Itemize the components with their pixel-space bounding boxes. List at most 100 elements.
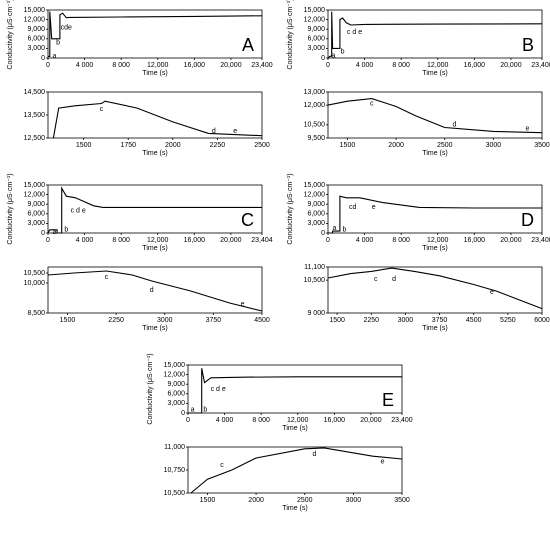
plot-frame	[327, 266, 543, 314]
x-axis-label: Time (s)	[422, 245, 447, 252]
y-tick-label: 12,000	[164, 371, 186, 378]
y-tick-label: 12,000	[304, 16, 326, 23]
annotation: a	[332, 53, 336, 60]
x-tick-label: 5250	[500, 317, 516, 324]
y-tick-label: 9,500	[307, 135, 325, 142]
annotation: c	[100, 106, 104, 113]
plot-frame	[47, 266, 263, 314]
plot-frame	[47, 9, 263, 59]
x-tick-label: 4 000	[76, 237, 94, 244]
y-tick-label: 10,000	[24, 280, 46, 287]
x-tick-label: 2250	[363, 317, 379, 324]
x-tick-label: 1500	[76, 142, 92, 149]
annotation: a	[52, 53, 56, 60]
x-tick-label: 23,400	[391, 417, 413, 424]
x-tick-label: 2500	[254, 142, 270, 149]
y-tick-label: 10,500	[164, 490, 186, 497]
annotation: b	[203, 407, 207, 414]
x-axis-label: Time (s)	[422, 325, 447, 332]
x-tick-label: 2000	[248, 497, 264, 504]
y-tick-label: 11,100	[304, 264, 325, 271]
x-tick-label: 8 000	[112, 62, 130, 69]
x-tick-label: 1500	[340, 142, 356, 149]
y-tick-label: 12,500	[24, 135, 46, 142]
x-axis-label: Time (s)	[282, 425, 307, 432]
x-tick-label: 16,000	[184, 62, 206, 69]
y-tick-label: 9,000	[307, 26, 325, 33]
data-line	[327, 11, 543, 59]
plot-frame	[187, 364, 403, 414]
panel-label: C	[241, 210, 254, 230]
y-tick-label: 3,000	[307, 45, 325, 52]
x-tick-label: 0	[326, 62, 330, 69]
x-tick-label: 23,400	[531, 62, 550, 69]
x-tick-label: 0	[186, 417, 190, 424]
data-line	[47, 186, 262, 234]
x-axis-label: Time (s)	[142, 245, 167, 252]
x-tick-label: 20,000	[220, 62, 242, 69]
x-tick-label: 8 000	[392, 237, 410, 244]
x-tick-label: 2500	[297, 497, 313, 504]
y-tick-label: 12,000	[24, 191, 46, 198]
y-tick-label: 12,000	[304, 102, 326, 109]
y-tick-label: 14,500	[24, 89, 46, 96]
y-tick-label: 15,000	[304, 182, 326, 189]
panel-label: E	[382, 390, 394, 410]
annotation: a	[191, 407, 195, 414]
y-tick-label: 9,000	[27, 201, 45, 208]
plot-frame	[327, 9, 543, 59]
y-tick-label: 3,000	[27, 220, 45, 227]
data-line	[52, 100, 263, 139]
y-tick-label: 0	[181, 410, 185, 417]
plot-frame	[187, 446, 403, 494]
x-tick-label: 12,000	[427, 62, 449, 69]
annotation: cd	[349, 204, 357, 211]
y-tick-label: 3,000	[27, 45, 45, 52]
x-tick-label: 20,000	[360, 417, 382, 424]
y-tick-label: 15,000	[304, 7, 326, 14]
y-axis-label: Conductivity (μS·cm⁻¹)	[7, 173, 14, 244]
y-tick-label: 0	[41, 230, 45, 237]
annotation: a	[332, 225, 336, 232]
x-tick-label: 6000	[534, 317, 550, 324]
x-tick-label: 16,000	[324, 417, 346, 424]
plot-frame	[47, 184, 263, 234]
y-tick-label: 15,000	[24, 7, 46, 14]
y-tick-label: 10,500	[304, 122, 326, 129]
annotation: c	[370, 101, 374, 108]
x-tick-label: 2250	[210, 142, 226, 149]
y-tick-label: 15,000	[164, 362, 186, 369]
annotation: c d e	[71, 207, 86, 214]
annotation: cde	[61, 24, 72, 31]
annotation: c d e	[347, 29, 362, 36]
annotation: a	[52, 229, 56, 236]
panel-label: A	[242, 35, 254, 55]
x-tick-label: 1750	[120, 142, 136, 149]
annotation: c d e	[211, 386, 226, 393]
y-tick-label: 11,000	[164, 444, 185, 451]
data-line	[48, 11, 263, 57]
x-tick-label: 3000	[486, 142, 502, 149]
x-tick-label: 8 000	[252, 417, 270, 424]
x-tick-label: 3750	[432, 317, 448, 324]
y-tick-label: 6,000	[307, 36, 325, 43]
annotation: e	[490, 289, 494, 296]
annotation: b	[64, 227, 68, 234]
y-tick-label: 13,000	[304, 89, 326, 96]
y-axis-label: Conductivity (μS·cm⁻¹)	[147, 353, 154, 424]
y-tick-label: 6,000	[27, 36, 45, 43]
annotation: e	[372, 204, 376, 211]
y-tick-label: 0	[321, 55, 325, 62]
annotation: b	[56, 39, 60, 46]
y-tick-label: 6,000	[167, 391, 185, 398]
x-tick-label: 3500	[394, 497, 410, 504]
y-tick-label: 3,000	[307, 220, 325, 227]
annotation: d	[392, 276, 396, 283]
x-tick-label: 1500	[200, 497, 216, 504]
y-axis-label: Conductivity (μS·cm⁻¹)	[287, 0, 294, 70]
y-tick-label: 0	[41, 55, 45, 62]
annotation: c	[374, 276, 378, 283]
x-tick-label: 0	[326, 237, 330, 244]
